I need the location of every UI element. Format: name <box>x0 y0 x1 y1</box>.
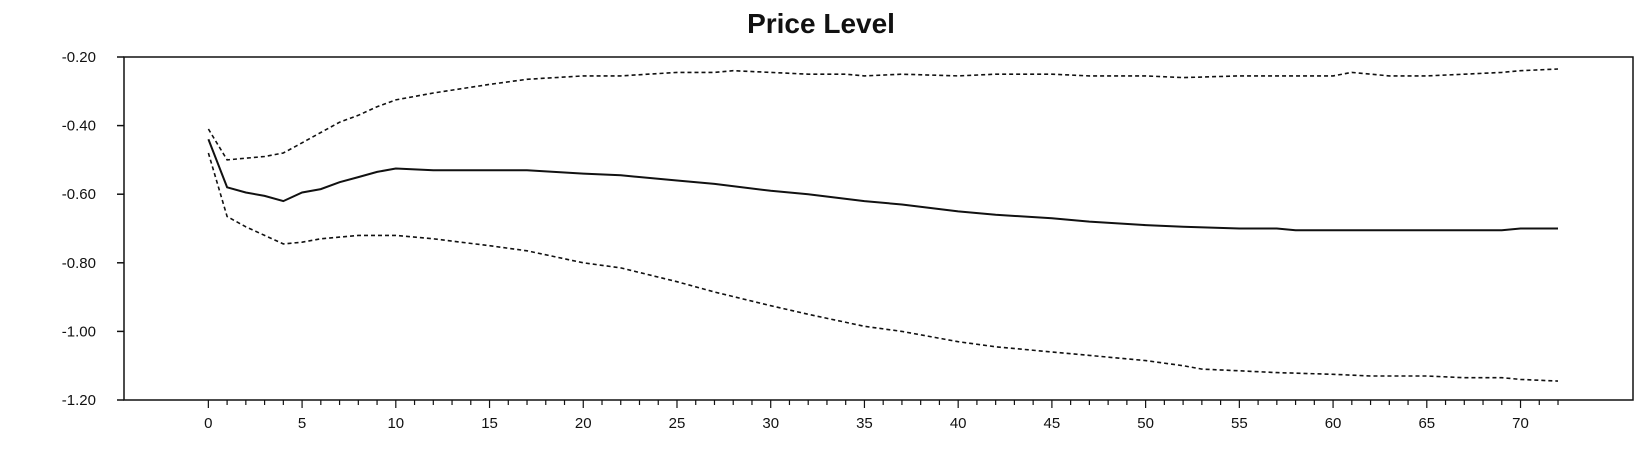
y-tick-label: -1.00 <box>62 323 96 340</box>
x-tick-label: 45 <box>1044 415 1061 432</box>
y-tick-label: -0.20 <box>62 49 96 66</box>
x-tick-label: 15 <box>481 415 498 432</box>
x-tick-label: 50 <box>1137 415 1154 432</box>
x-tick-label: 70 <box>1512 415 1529 432</box>
chart-title: Price Level <box>747 8 895 39</box>
x-tick-label: 55 <box>1231 415 1248 432</box>
x-tick-label: 0 <box>204 415 212 432</box>
x-tick-label: 65 <box>1418 415 1435 432</box>
x-tick-label: 40 <box>950 415 967 432</box>
y-tick-label: -0.60 <box>62 186 96 203</box>
x-tick-label: 5 <box>298 415 306 432</box>
plot-frame <box>123 56 1634 401</box>
x-tick-label: 20 <box>575 415 592 432</box>
lower-band-line <box>207 152 1559 382</box>
upper-band-line <box>207 68 1559 161</box>
x-tick-label: 25 <box>669 415 686 432</box>
y-tick-label: -0.80 <box>62 255 96 272</box>
x-tick-label: 60 <box>1325 415 1342 432</box>
x-tick-label: 30 <box>762 415 779 432</box>
y-tick-label: -1.20 <box>62 392 96 409</box>
response-line <box>207 138 1558 232</box>
x-tick-label: 10 <box>387 415 404 432</box>
y-tick-label: -0.40 <box>62 118 96 135</box>
x-tick-label: 35 <box>856 415 873 432</box>
